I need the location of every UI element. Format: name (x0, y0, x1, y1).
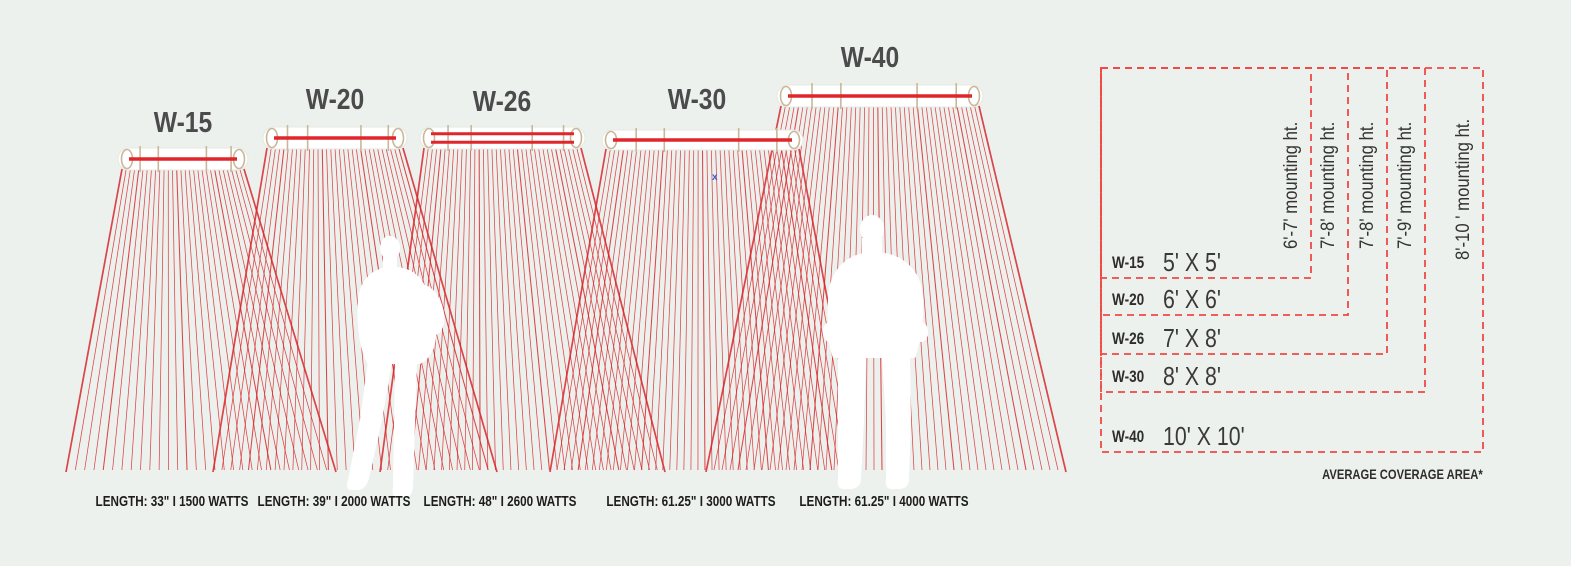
person-silhouette-woman (347, 236, 445, 498)
ray-fan-W-15 (65, 168, 337, 473)
unit-title-W-20: W-20 (305, 84, 365, 116)
coverage-boxes-layer (1100, 67, 1484, 453)
table-model-W-30: W-30 (1112, 367, 1145, 386)
scale-silhouettes (347, 215, 928, 498)
table-coverage-W-20: 6' X 6' (1163, 284, 1221, 314)
unit-title-W-40: W-40 (840, 42, 900, 74)
heater-bar-W-15 (117, 146, 249, 172)
table-model-W-15: W-15 (1112, 253, 1145, 272)
mount-height-W-30: 7'-9' mounting ht. (1395, 121, 1416, 249)
person-silhouette-man (823, 215, 928, 489)
heater-bars-layer (117, 83, 984, 172)
cursor-x-marker: x (712, 172, 718, 183)
mount-height-W-20: 7'-8' mounting ht. (1318, 121, 1339, 249)
heater-bar-W-20 (262, 125, 408, 151)
unit-spec-W-15: LENGTH: 33" I 1500 WATTS (95, 493, 249, 510)
unit-spec-W-30: LENGTH: 61.25" I 3000 WATTS (606, 493, 776, 510)
table-coverage-W-40: 10' X 10' (1163, 421, 1245, 451)
table-coverage-W-26: 7' X 8' (1163, 323, 1221, 353)
mount-height-W-15: 6'-7' mounting ht. (1281, 121, 1302, 249)
table-coverage-W-15: 5' X 5' (1163, 247, 1221, 277)
unit-spec-W-40: LENGTH: 61.25" I 4000 WATTS (799, 493, 969, 510)
ray-fan-W-20 (212, 147, 498, 473)
heater-bar-W-30 (601, 128, 804, 152)
unit-spec-W-26: LENGTH: 48" I 2600 WATTS (423, 493, 577, 510)
table-model-W-40: W-40 (1112, 427, 1145, 446)
mount-height-W-26: 7'-8' mounting ht. (1357, 121, 1378, 249)
heater-bar-W-26 (419, 125, 586, 151)
heater-bar-W-40 (776, 83, 984, 109)
mount-height-W-40: 8'-10 ' mounting ht. (1453, 118, 1474, 260)
table-model-W-20: W-20 (1112, 290, 1145, 309)
ray-fan-W-26 (379, 147, 666, 473)
ray-fans-layer (65, 105, 1067, 473)
unit-title-W-30: W-30 (667, 84, 727, 116)
table-model-W-26: W-26 (1112, 329, 1145, 348)
coverage-footnote: AVERAGE COVERAGE AREA* (1322, 466, 1483, 482)
unit-title-W-15: W-15 (153, 107, 213, 139)
coverage-box-W-26 (1100, 67, 1388, 355)
unit-spec-W-20: LENGTH: 39" I 2000 WATTS (257, 493, 411, 510)
unit-title-W-26: W-26 (472, 86, 532, 118)
table-coverage-W-30: 8' X 8' (1163, 361, 1221, 391)
ray-fan-W-30 (549, 148, 861, 473)
